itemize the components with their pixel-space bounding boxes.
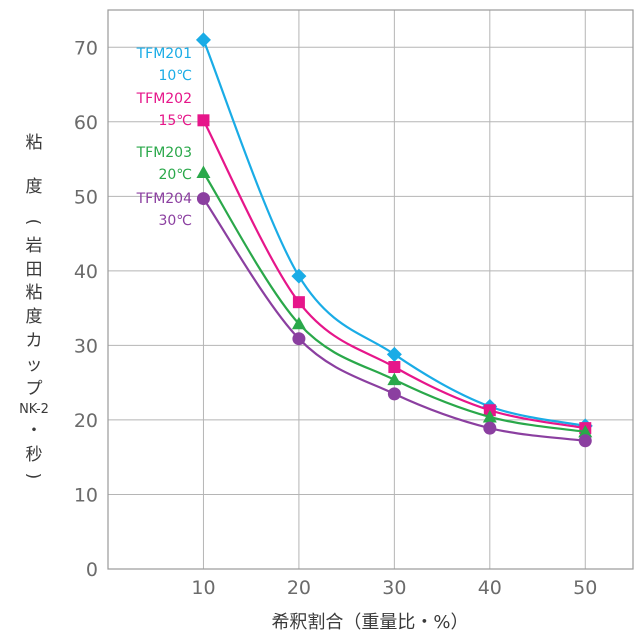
series-line-tfm203 bbox=[202, 171, 586, 433]
x-tick-label: 30 bbox=[382, 577, 406, 599]
circle-data-point bbox=[292, 332, 306, 346]
y-axis-label-char: 粘 bbox=[26, 133, 43, 153]
circle-data-point bbox=[196, 192, 210, 206]
y-tick-label: 0 bbox=[86, 559, 98, 581]
legend: TFM201 10℃ TFM202 15℃ TFM203 20℃ TFM204 30℃ bbox=[136, 46, 192, 229]
y-axis-label-char: 度 bbox=[26, 307, 43, 327]
y-axis-label-char: プ bbox=[26, 379, 43, 399]
x-tick-label: 40 bbox=[478, 577, 502, 599]
square-data-point bbox=[292, 296, 305, 309]
legend-series-temperature: 20℃ bbox=[158, 167, 192, 183]
triangle-data-point bbox=[291, 316, 306, 330]
y-axis-label-char: ) bbox=[23, 473, 43, 480]
x-axis-label: 希釈割合（重量比・%） bbox=[271, 612, 468, 633]
y-axis-label-char: ・ bbox=[26, 421, 43, 441]
y-axis-label-char: 粘 bbox=[26, 283, 43, 303]
diamond-data-point bbox=[386, 346, 402, 362]
series-group bbox=[195, 32, 593, 448]
square-data-point bbox=[197, 114, 210, 127]
y-tick-labels: 0 10 20 30 40 50 60 70 bbox=[74, 37, 98, 581]
y-axis-label-char: 秒 bbox=[26, 445, 43, 465]
circle-data-point bbox=[387, 387, 401, 401]
diamond-data-point bbox=[291, 268, 307, 284]
x-tick-label: 50 bbox=[573, 577, 597, 599]
legend-series-temperature: 10℃ bbox=[158, 68, 192, 84]
y-axis-label-char: カ bbox=[26, 331, 43, 351]
legend-series-temperature: 15℃ bbox=[158, 113, 192, 129]
circle-data-point bbox=[578, 434, 592, 448]
square-data-point bbox=[388, 361, 401, 374]
y-tick-label: 40 bbox=[74, 261, 98, 283]
y-tick-label: 10 bbox=[74, 484, 98, 506]
legend-series-name: TFM202 bbox=[136, 91, 192, 107]
y-axis-label-char: 岩 bbox=[26, 236, 43, 256]
y-axis-label-char: NK-2 bbox=[19, 402, 49, 417]
legend-series-name: TFM203 bbox=[136, 145, 192, 161]
series-line-tfm204 bbox=[202, 197, 586, 442]
triangle-data-point bbox=[196, 165, 211, 178]
x-tick-labels: 10 20 30 40 50 bbox=[191, 577, 597, 599]
y-axis-label-char: 田 bbox=[26, 260, 43, 280]
plot-frame bbox=[107, 9, 634, 570]
series-line-tfm202 bbox=[202, 119, 586, 430]
triangle-data-point bbox=[482, 409, 497, 423]
x-tick-label: 10 bbox=[191, 577, 215, 599]
y-tick-label: 70 bbox=[74, 37, 98, 59]
y-tick-label: 20 bbox=[74, 410, 98, 432]
legend-series-name: TFM204 bbox=[136, 191, 192, 207]
y-axis-label-char: ( bbox=[23, 219, 43, 226]
y-tick-label: 30 bbox=[74, 335, 98, 357]
y-axis-label-char: ッ bbox=[26, 355, 43, 375]
y-tick-label: 60 bbox=[74, 112, 98, 134]
y-tick-label: 50 bbox=[74, 186, 98, 208]
series-line-tfm201 bbox=[202, 39, 586, 427]
diamond-data-point bbox=[195, 32, 211, 48]
circle-data-point bbox=[483, 421, 497, 435]
triangle-data-point bbox=[387, 372, 402, 386]
triangle-data-point bbox=[578, 424, 593, 438]
x-tick-label: 20 bbox=[287, 577, 311, 599]
legend-series-name: TFM201 bbox=[136, 46, 192, 62]
legend-series-temperature: 30℃ bbox=[158, 213, 192, 229]
grid-lines bbox=[108, 10, 633, 569]
y-axis-label-char: 度 bbox=[26, 177, 43, 197]
